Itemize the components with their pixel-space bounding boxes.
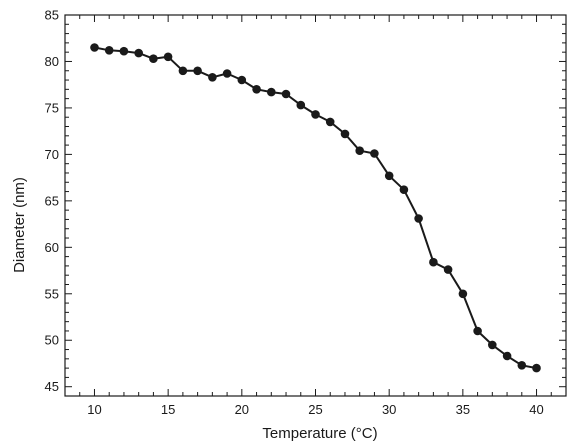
data-point [458,289,468,299]
x-tick-label: 30 [382,402,396,417]
y-tick-label: 65 [45,193,59,208]
data-point [532,363,541,373]
y-tick-label: 55 [45,286,59,301]
data-point [163,52,173,62]
data-point [370,149,379,158]
data-point [311,110,320,119]
series-layer [90,43,541,373]
y-tick-label: 60 [45,240,59,255]
y-tick-label: 85 [45,8,59,23]
data-point [208,73,217,82]
data-point [443,265,453,274]
x-tick-label: 35 [456,402,470,417]
data-point [222,69,232,78]
data-point [340,129,350,139]
y-tick-label: 70 [45,147,59,162]
y-axis-label: Diameter (nm) [11,177,28,273]
data-point [429,257,438,267]
data-point [134,48,143,58]
data-point [488,340,497,350]
data-point [267,87,276,97]
data-point [473,326,482,336]
data-point [237,75,247,85]
plot-frame [64,14,567,397]
x-axis-ticks: 10 15 20 25 30 35 40 [64,15,567,417]
x-axis-label: Temperature (°C) [262,425,377,442]
data-point [325,117,335,127]
data-point [90,43,99,52]
x-tick-label: 20 [235,402,249,417]
data-point [193,66,202,76]
y-tick-label: 45 [45,379,59,394]
data-point [502,351,512,361]
data-point [281,89,291,99]
data-point [384,171,394,181]
series-line [94,46,537,370]
data-point [399,185,409,194]
data-point [355,146,365,155]
data-point [517,361,527,370]
x-tick-label: 25 [308,402,322,417]
y-axis-ticks: 45 50 55 60 65 70 75 80 85 [45,8,566,397]
x-tick-label: 10 [87,402,101,417]
data-point [252,85,261,94]
data-point [414,214,423,223]
data-point [178,66,188,76]
data-point [149,54,158,63]
y-tick-label: 75 [45,100,59,115]
x-tick-label: 15 [161,402,175,417]
y-tick-label: 80 [45,54,59,69]
data-point [104,46,114,55]
x-tick-label: 40 [529,402,543,417]
data-point [296,100,306,110]
y-tick-label: 50 [45,333,59,348]
data-point [119,46,129,56]
plot-border [64,14,567,397]
